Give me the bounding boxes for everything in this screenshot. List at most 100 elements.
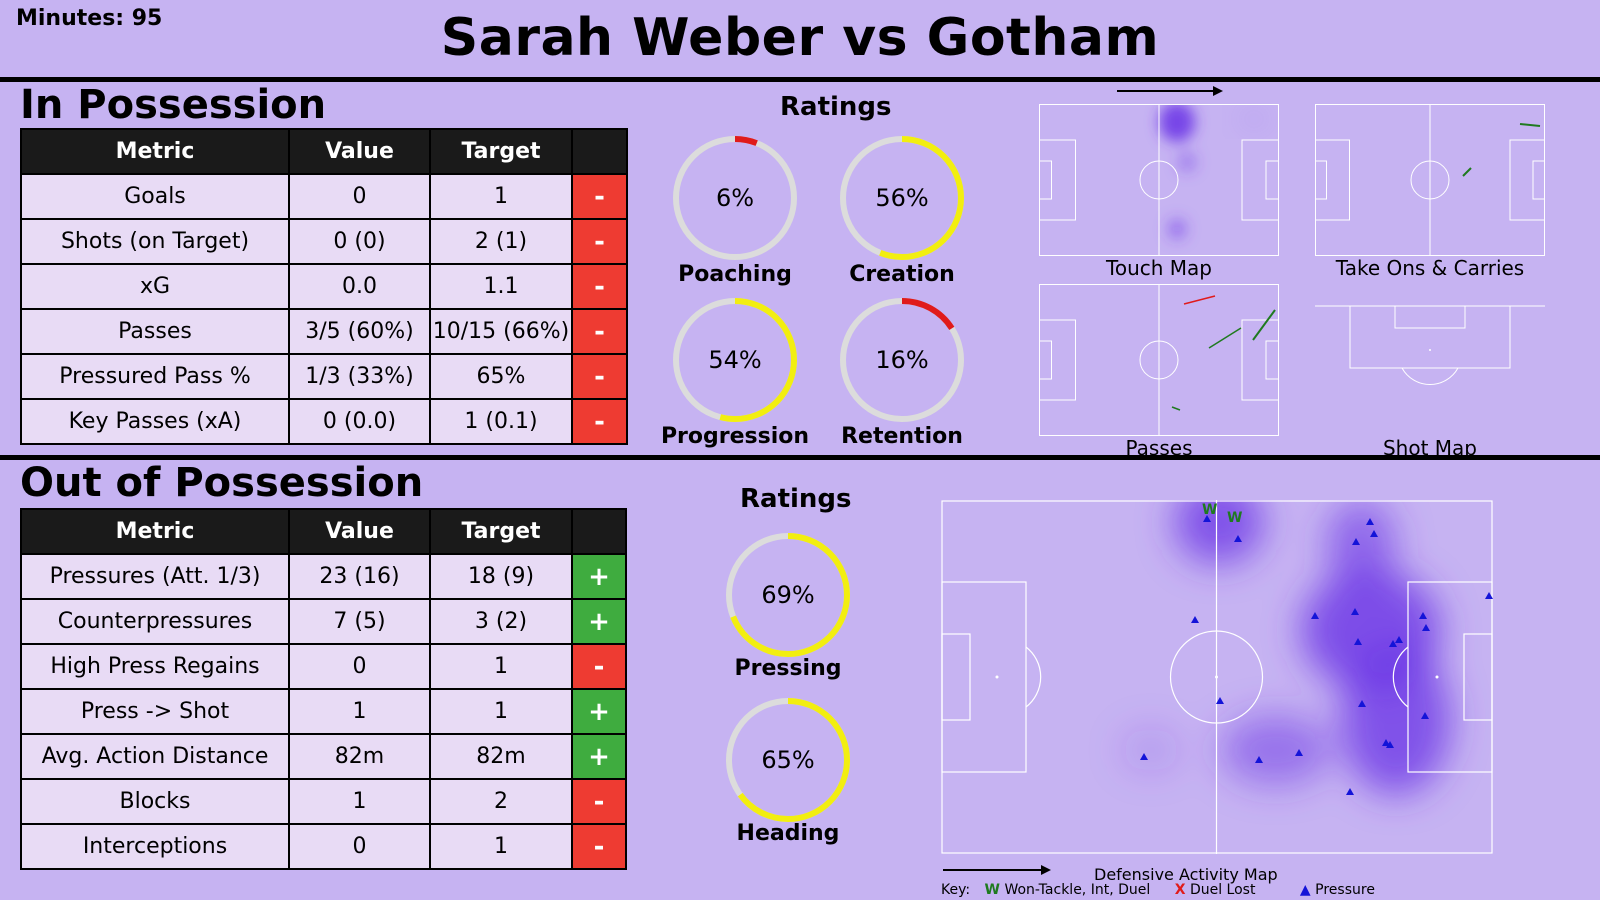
in-possession-title: In Possession [20,82,327,128]
gauge-creation: 56% [837,133,967,263]
defensive-map-caption: Defensive Activity Map [1094,865,1278,884]
carry-line [1462,167,1472,177]
penalty-spot [1429,349,1431,351]
gauge-arc [726,698,850,822]
gauge-value: 65% [761,746,814,774]
table-row: Passes 3/5 (60%) 10/15 (66%) - [20,308,628,355]
metric-cell: High Press Regains [20,643,290,690]
table-row: Press -> Shot 1 1 + [20,688,627,735]
table-row: Key Passes (xA) 0 (0.0) 1 (0.1) - [20,398,628,445]
indicator-cell: - [571,218,628,265]
takeons-map-caption: Take Ons & Carries [1335,256,1525,280]
gauge-ring: 69% [726,533,850,657]
target-cell: 2 (1) [429,218,573,265]
won-marker: W [1227,510,1242,526]
value-cell: 7 (5) [288,598,431,645]
table-row: High Press Regains 0 1- [20,643,627,690]
won-icon: W [984,882,1000,898]
table-row: xG 0.0 1.1- [20,263,628,310]
gauge-arc [673,136,797,260]
metric-cell: Goals [20,173,290,220]
passes-map [1039,284,1279,436]
pitch-lines [941,500,1493,854]
gauge-arc [726,533,850,657]
key-lost-label: Duel Lost [1189,882,1256,898]
defensive-heat [1121,500,1451,795]
pressure-icon: ▲ [1299,882,1311,898]
passes-map-caption: Passes [1125,436,1193,460]
column-header-target: Target [429,128,573,175]
carry-line [1519,123,1541,127]
value-cell: 0 (0) [288,218,431,265]
pitch-lines [1315,305,1545,385]
gauge-arc [673,298,797,422]
value-cell: 1/3 (33%) [288,353,431,400]
pitch-lines [1315,104,1545,256]
divider-middle [0,455,1600,460]
gauge-value: 54% [708,346,761,374]
target-cell: 3 (2) [429,598,573,645]
column-header-metric: Metric [20,128,290,175]
shot-map-caption: Shot Map [1382,436,1477,460]
value-cell: 0.0 [288,263,431,310]
column-header-value: Value [288,508,431,555]
won-markers: W W [1202,502,1242,526]
indicator-cell: - [571,778,627,825]
target-cell: 2 [429,778,573,825]
pass-line-complete [1252,309,1276,341]
value-cell: 0 [288,643,431,690]
pass-line-complete [1208,327,1242,349]
key-won-label: Won-Tackle, Int, Duel [1004,882,1151,898]
value-cell: 82m [288,733,431,780]
takeons-map [1315,104,1545,256]
indicator-cell: + [571,733,627,780]
in-possession-ratings-title: Ratings [780,92,892,122]
indicator-cell: - [571,263,628,310]
target-cell: 1 [429,643,573,690]
gauge-poaching: 6% [670,133,800,263]
pitch-lines [1039,104,1279,256]
metric-cell: Key Passes (xA) [20,398,290,445]
metric-cell: Avg. Action Distance [20,733,290,780]
pass-line-complete [1171,406,1181,411]
gauge-label-heading: Heading [736,821,840,846]
lost-icon: X [1174,882,1186,898]
column-header-indicator [571,508,627,555]
table-row: Avg. Action Distance 82m 82m + [20,733,627,780]
indicator-cell: - [571,308,628,355]
shot-map [1315,305,1545,385]
metric-cell: Pressured Pass % [20,353,290,400]
column-header-indicator [571,128,628,175]
value-cell: 0 (0.0) [288,398,431,445]
value-cell: 1 [288,688,431,735]
table-header-row: Metric Value Target [20,128,628,175]
value-cell: 23 (16) [288,553,431,600]
out-possession-ratings-title: Ratings [740,484,852,514]
metric-cell: Pressures (Att. 1/3) [20,553,290,600]
touch-map [1039,104,1279,256]
indicator-cell: - [571,823,627,870]
target-cell: 1.1 [429,263,573,310]
target-cell: 1 [429,823,573,870]
gauge-label-progression: Progression [660,424,810,449]
key-pressure-label: Pressure [1315,882,1375,898]
table-header-row: Metric Value Target [20,508,627,555]
target-cell: 1 [429,688,573,735]
column-header-metric: Metric [20,508,290,555]
table-row: Goals 0 1- [20,173,628,220]
target-cell: 65% [429,353,573,400]
indicator-cell: + [571,598,627,645]
touch-heat-faint [1238,109,1270,129]
table-row: Interceptions 0 1- [20,823,627,870]
in-possession-table: Metric Value Target Goals 0 1- Shots (on T… [20,128,628,445]
metric-cell: Press -> Shot [20,688,290,735]
attack-direction-arrow [943,865,1051,875]
map-key: Key: W Won-Tackle, Int, Duel X Duel Lost… [941,882,1375,898]
pitch-spots [995,675,1439,679]
column-header-value: Value [288,128,431,175]
pass-line-incomplete [1183,295,1216,305]
indicator-cell: - [571,398,628,445]
gauge-label-creation: Creation [849,262,955,287]
target-cell: 82m [429,733,573,780]
minutes-label: Minutes: 95 [16,6,163,31]
